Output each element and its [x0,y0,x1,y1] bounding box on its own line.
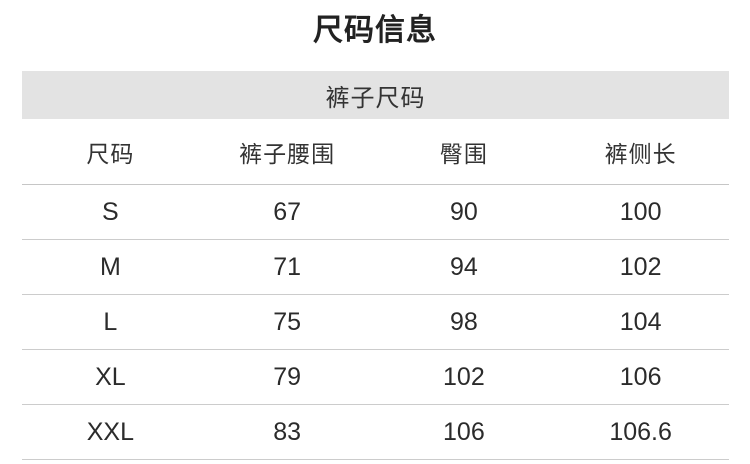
measurement-cell: 106.6 [552,404,729,460]
section-header-pants-size: 裤子尺码 [22,71,729,119]
size-label-cell: L [22,294,199,350]
measurement-cell: 79 [198,349,376,405]
measurement-cell: 100 [552,184,729,240]
measurement-cell: 102 [375,349,553,405]
column-header: 裤子腰围 [198,119,376,185]
measurement-cell: 98 [375,294,553,350]
size-label-cell: M [22,239,199,295]
measurement-cell: 90 [375,184,553,240]
table-row: XL 79 102 106 [22,349,729,405]
column-header: 裤侧长 [552,119,729,185]
table-row: XXL 83 106 106.6 [22,404,729,460]
page-title: 尺码信息 [313,14,437,47]
column-header: 尺码 [22,119,199,185]
measurement-cell: 102 [552,239,729,295]
measurement-cell: 67 [198,184,376,240]
measurement-cell: 75 [198,294,376,350]
table-row: L 75 98 104 [22,294,729,350]
size-label-cell: XXL [22,404,199,460]
table-row: M 71 94 102 [22,239,729,295]
measurement-cell: 83 [198,404,376,460]
section-header-label: 裤子尺码 [325,84,426,112]
size-table-head: 尺码 裤子腰围 臀围 裤侧长 [22,119,729,185]
size-label-cell: XL [22,349,199,405]
size-table-body: S 67 90 100 M 71 94 102 L 75 98 104 XL 79 102 106 XXL 83 1… [22,184,729,460]
measurement-cell: 104 [552,294,729,350]
measurement-cell: 106 [552,349,729,405]
column-header: 臀围 [375,119,553,185]
header-row: 尺码 裤子腰围 臀围 裤侧长 [22,119,729,185]
measurement-cell: 94 [375,239,553,295]
measurement-cell: 106 [375,404,553,460]
measurement-cell: 71 [198,239,376,295]
size-table: 尺码 裤子腰围 臀围 裤侧长 S 67 90 100 M 71 94 102 L 75 98 104 XL 79… [22,119,729,460]
size-label-cell: S [22,184,199,240]
table-row: S 67 90 100 [22,184,729,240]
